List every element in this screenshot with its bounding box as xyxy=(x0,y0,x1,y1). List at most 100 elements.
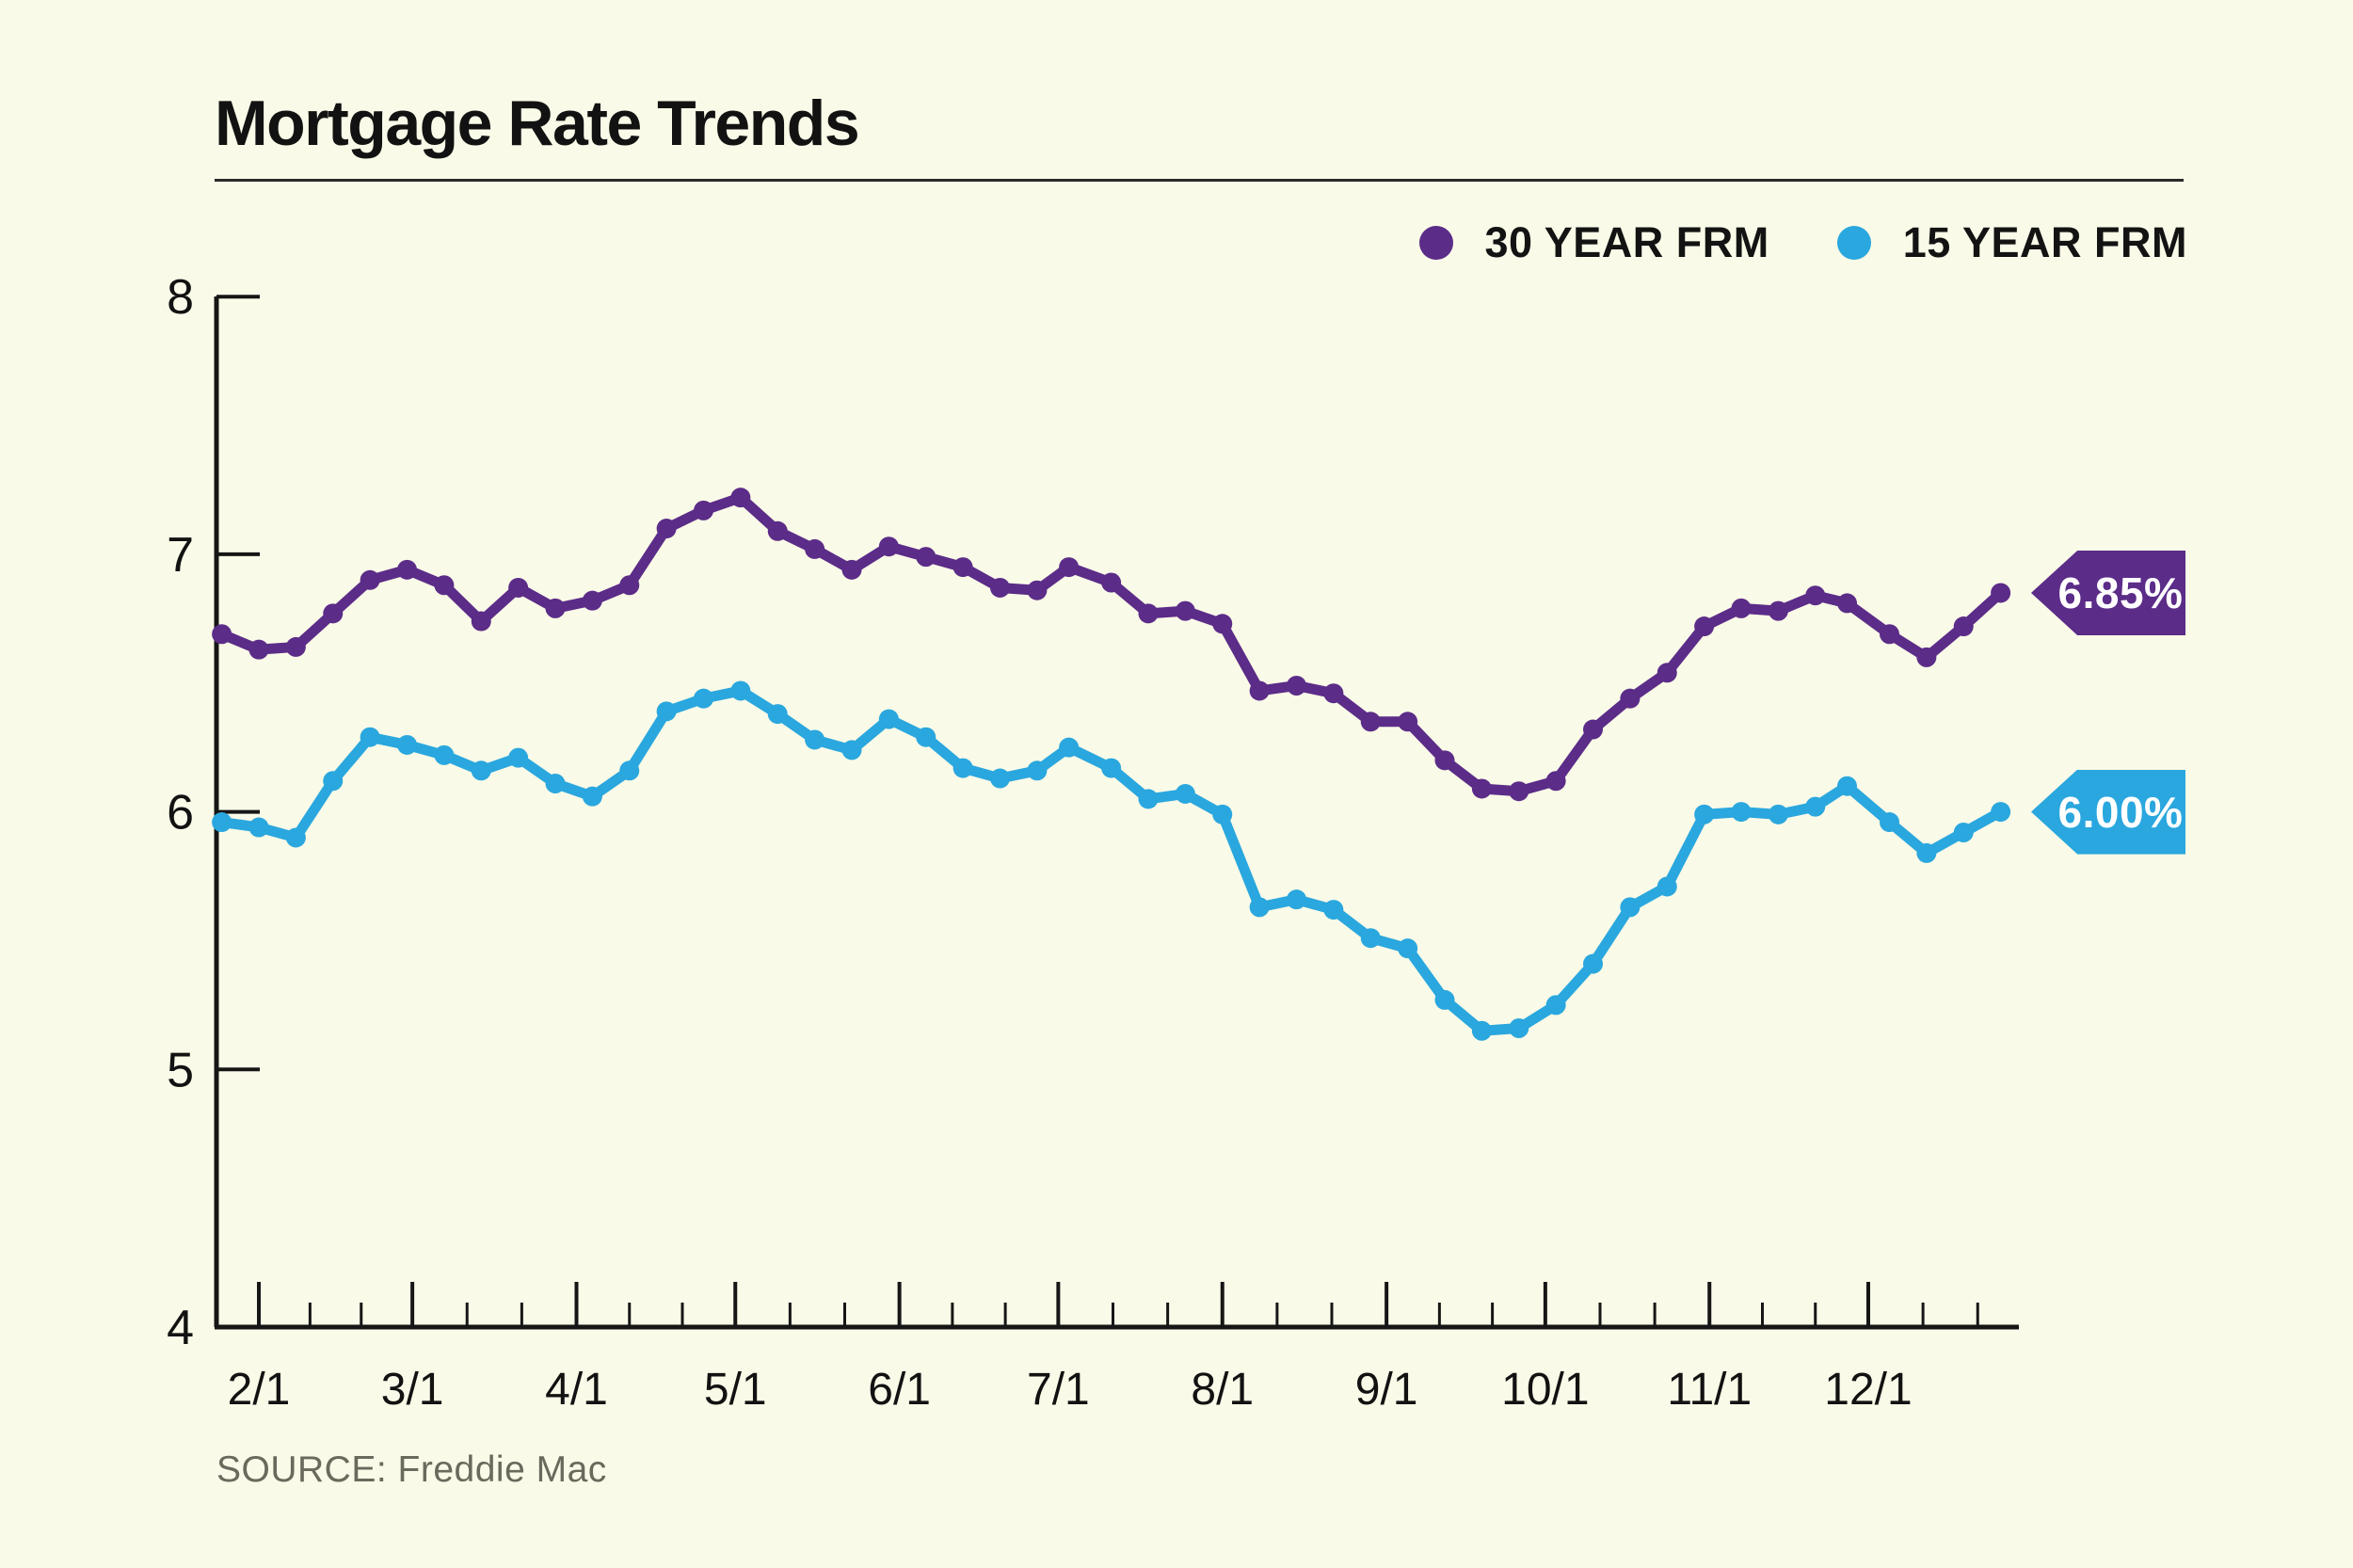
data-point xyxy=(841,559,862,580)
legend-label-15-year: 15 YEAR FRM xyxy=(1902,218,2187,266)
data-point xyxy=(285,827,306,848)
x-tick-label: 8/1 xyxy=(1191,1365,1254,1415)
data-point xyxy=(1249,897,1270,918)
data-point xyxy=(878,536,899,557)
x-tick-label: 4/1 xyxy=(545,1365,608,1415)
data-point xyxy=(1360,928,1381,949)
x-tick-label: 5/1 xyxy=(704,1365,767,1415)
data-point xyxy=(1249,680,1270,701)
data-point xyxy=(1138,789,1159,809)
legend-label-30-year: 30 YEAR FRM xyxy=(1484,218,1769,266)
data-point xyxy=(471,760,491,781)
data-point xyxy=(397,734,417,755)
data-point xyxy=(1545,771,1566,792)
data-point xyxy=(1620,688,1641,709)
data-point xyxy=(1694,616,1715,637)
data-point xyxy=(1880,812,1899,833)
x-tick-label: 2/1 xyxy=(228,1365,291,1415)
x-tick-label: 6/1 xyxy=(868,1365,931,1415)
data-point xyxy=(248,639,269,660)
data-point xyxy=(212,624,232,645)
data-point xyxy=(990,577,1010,598)
data-point xyxy=(582,786,602,807)
data-point xyxy=(545,773,566,793)
x-tick-label: 9/1 xyxy=(1355,1365,1418,1415)
data-point xyxy=(323,771,344,792)
data-point xyxy=(1471,1020,1492,1041)
data-point xyxy=(248,817,269,838)
x-tick-label: 10/1 xyxy=(1501,1365,1589,1415)
source-attribution: SOURCE: Freddie Mac xyxy=(216,1449,607,1490)
data-point xyxy=(1837,776,1857,796)
data-point xyxy=(1805,796,1826,817)
legend: 30 YEAR FRM 15 YEAR FRM xyxy=(1418,218,2188,267)
x-tick-label: 7/1 xyxy=(1027,1365,1090,1415)
data-point xyxy=(1768,804,1788,824)
data-point xyxy=(1509,1018,1529,1039)
data-point xyxy=(1805,585,1826,606)
data-point xyxy=(1360,712,1381,732)
data-point xyxy=(1509,781,1529,802)
y-tick-label: 8 xyxy=(167,270,194,325)
data-point xyxy=(1027,760,1048,781)
legend-item-30-year: 30 YEAR FRM xyxy=(1418,218,1769,267)
data-point xyxy=(952,758,973,778)
data-point xyxy=(841,740,862,760)
data-point xyxy=(730,488,751,508)
data-point xyxy=(1657,876,1677,897)
data-point xyxy=(1434,750,1455,771)
series-line-30-year xyxy=(216,492,2007,797)
data-point xyxy=(285,636,306,657)
data-point xyxy=(1837,593,1857,614)
data-point xyxy=(1434,989,1455,1010)
data-point xyxy=(878,709,899,729)
data-point xyxy=(990,768,1010,789)
data-point xyxy=(656,519,677,539)
data-point xyxy=(1027,580,1048,600)
data-point xyxy=(1880,624,1899,645)
data-point xyxy=(656,701,677,722)
data-point xyxy=(619,575,640,596)
data-point xyxy=(1953,616,1974,637)
data-point xyxy=(805,538,825,559)
legend-dot-15-year-icon xyxy=(1836,226,1871,260)
data-point xyxy=(1212,804,1233,824)
data-point xyxy=(1059,737,1080,758)
data-point xyxy=(1101,572,1122,593)
data-point xyxy=(582,590,602,611)
x-tick-label: 11/1 xyxy=(1667,1365,1752,1415)
legend-item-15-year: 15 YEAR FRM xyxy=(1836,218,2187,267)
y-tick-label: 7 xyxy=(167,528,194,583)
data-point xyxy=(952,557,973,578)
data-point xyxy=(767,520,788,541)
data-point xyxy=(1953,822,1974,842)
data-point xyxy=(323,603,344,624)
data-point xyxy=(434,744,455,765)
data-point xyxy=(508,747,529,768)
data-point xyxy=(434,575,455,596)
data-point xyxy=(694,500,713,520)
data-point xyxy=(1398,938,1418,959)
data-point xyxy=(1991,802,2011,823)
data-point xyxy=(1583,953,1603,974)
data-point xyxy=(805,729,825,750)
data-point xyxy=(471,611,491,632)
data-point xyxy=(730,680,751,701)
series-line-15-year xyxy=(216,685,2007,1036)
x-tick-label: 3/1 xyxy=(381,1365,444,1415)
data-point xyxy=(1916,842,1937,863)
data-point xyxy=(1175,600,1195,621)
data-point xyxy=(397,559,417,580)
legend-dot-30-year-icon xyxy=(1418,226,1453,260)
data-point xyxy=(1545,995,1566,1016)
data-point xyxy=(1991,583,2011,603)
data-point xyxy=(694,688,713,709)
data-point xyxy=(1768,600,1788,621)
data-point xyxy=(1694,804,1715,824)
data-point xyxy=(1323,900,1344,920)
data-point xyxy=(1059,557,1080,578)
data-point xyxy=(1731,802,1752,823)
data-point xyxy=(1731,598,1752,618)
